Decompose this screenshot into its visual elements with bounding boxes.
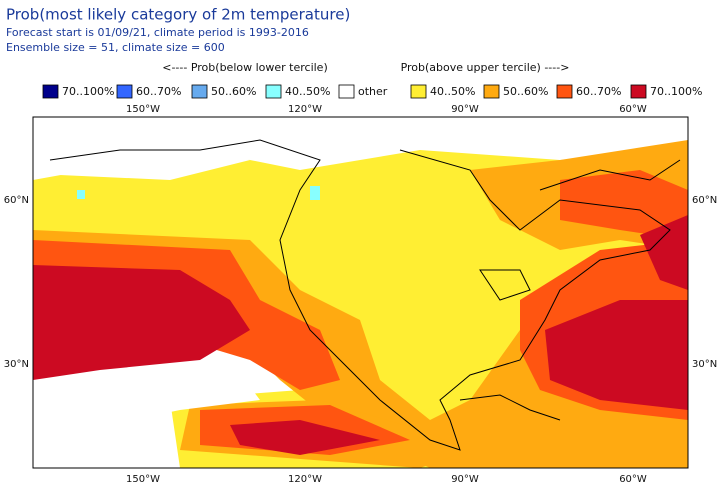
lat-label: 30°N bbox=[692, 359, 717, 370]
lat-label: 60°N bbox=[692, 195, 717, 206]
legend-swatch bbox=[191, 84, 208, 99]
lon-label: 150°W bbox=[126, 104, 160, 115]
lon-label: 120°W bbox=[288, 474, 322, 485]
legend-swatch bbox=[265, 84, 282, 99]
lon-label: 120°W bbox=[288, 104, 322, 115]
legend-swatch bbox=[42, 84, 59, 99]
legend-swatch bbox=[410, 84, 427, 99]
legend-swatch bbox=[556, 84, 573, 99]
legend-swatch bbox=[116, 84, 133, 99]
legend-label: 60..70% bbox=[136, 85, 181, 98]
lat-label: 60°N bbox=[4, 195, 29, 206]
legend-label: 70..100% bbox=[62, 85, 114, 98]
subtitle: Ensemble size = 51, climate size = 600 bbox=[6, 41, 225, 54]
legend-swatch bbox=[338, 84, 355, 99]
legend-label: 40..50% bbox=[285, 85, 330, 98]
map-labels: 150°W 150°W 120°W 120°W 90°W 90°W 60°W 60°W 60°N… bbox=[4, 104, 717, 485]
legend-label: 60..70% bbox=[576, 85, 621, 98]
legend-label: 50..60% bbox=[503, 85, 548, 98]
legend-label: 40..50% bbox=[430, 85, 475, 98]
legend: 70..100% 60..70% 50..60% 40..50% other 40..50… bbox=[42, 84, 702, 99]
legend-swatch bbox=[483, 84, 500, 99]
legend-label: 70..100% bbox=[650, 85, 702, 98]
lon-label: 90°W bbox=[451, 474, 479, 485]
legend-label: 50..60% bbox=[211, 85, 256, 98]
lon-label: 90°W bbox=[451, 104, 479, 115]
legend-heading: Prob(above upper tercile) ----> bbox=[401, 61, 570, 74]
lon-label: 60°W bbox=[619, 474, 647, 485]
subtitle: Forecast start is 01/09/21, climate peri… bbox=[6, 26, 309, 39]
title: Prob(most likely category of 2m temperat… bbox=[6, 6, 350, 24]
lon-label: 150°W bbox=[126, 474, 160, 485]
legend-swatch bbox=[630, 84, 647, 99]
legend-label: other bbox=[358, 85, 388, 98]
map-frame bbox=[32, 116, 689, 469]
lat-label: 30°N bbox=[4, 359, 29, 370]
legend-heading: <---- Prob(below lower tercile) bbox=[162, 61, 328, 74]
lon-label: 60°W bbox=[619, 104, 647, 115]
map-field bbox=[33, 117, 688, 468]
